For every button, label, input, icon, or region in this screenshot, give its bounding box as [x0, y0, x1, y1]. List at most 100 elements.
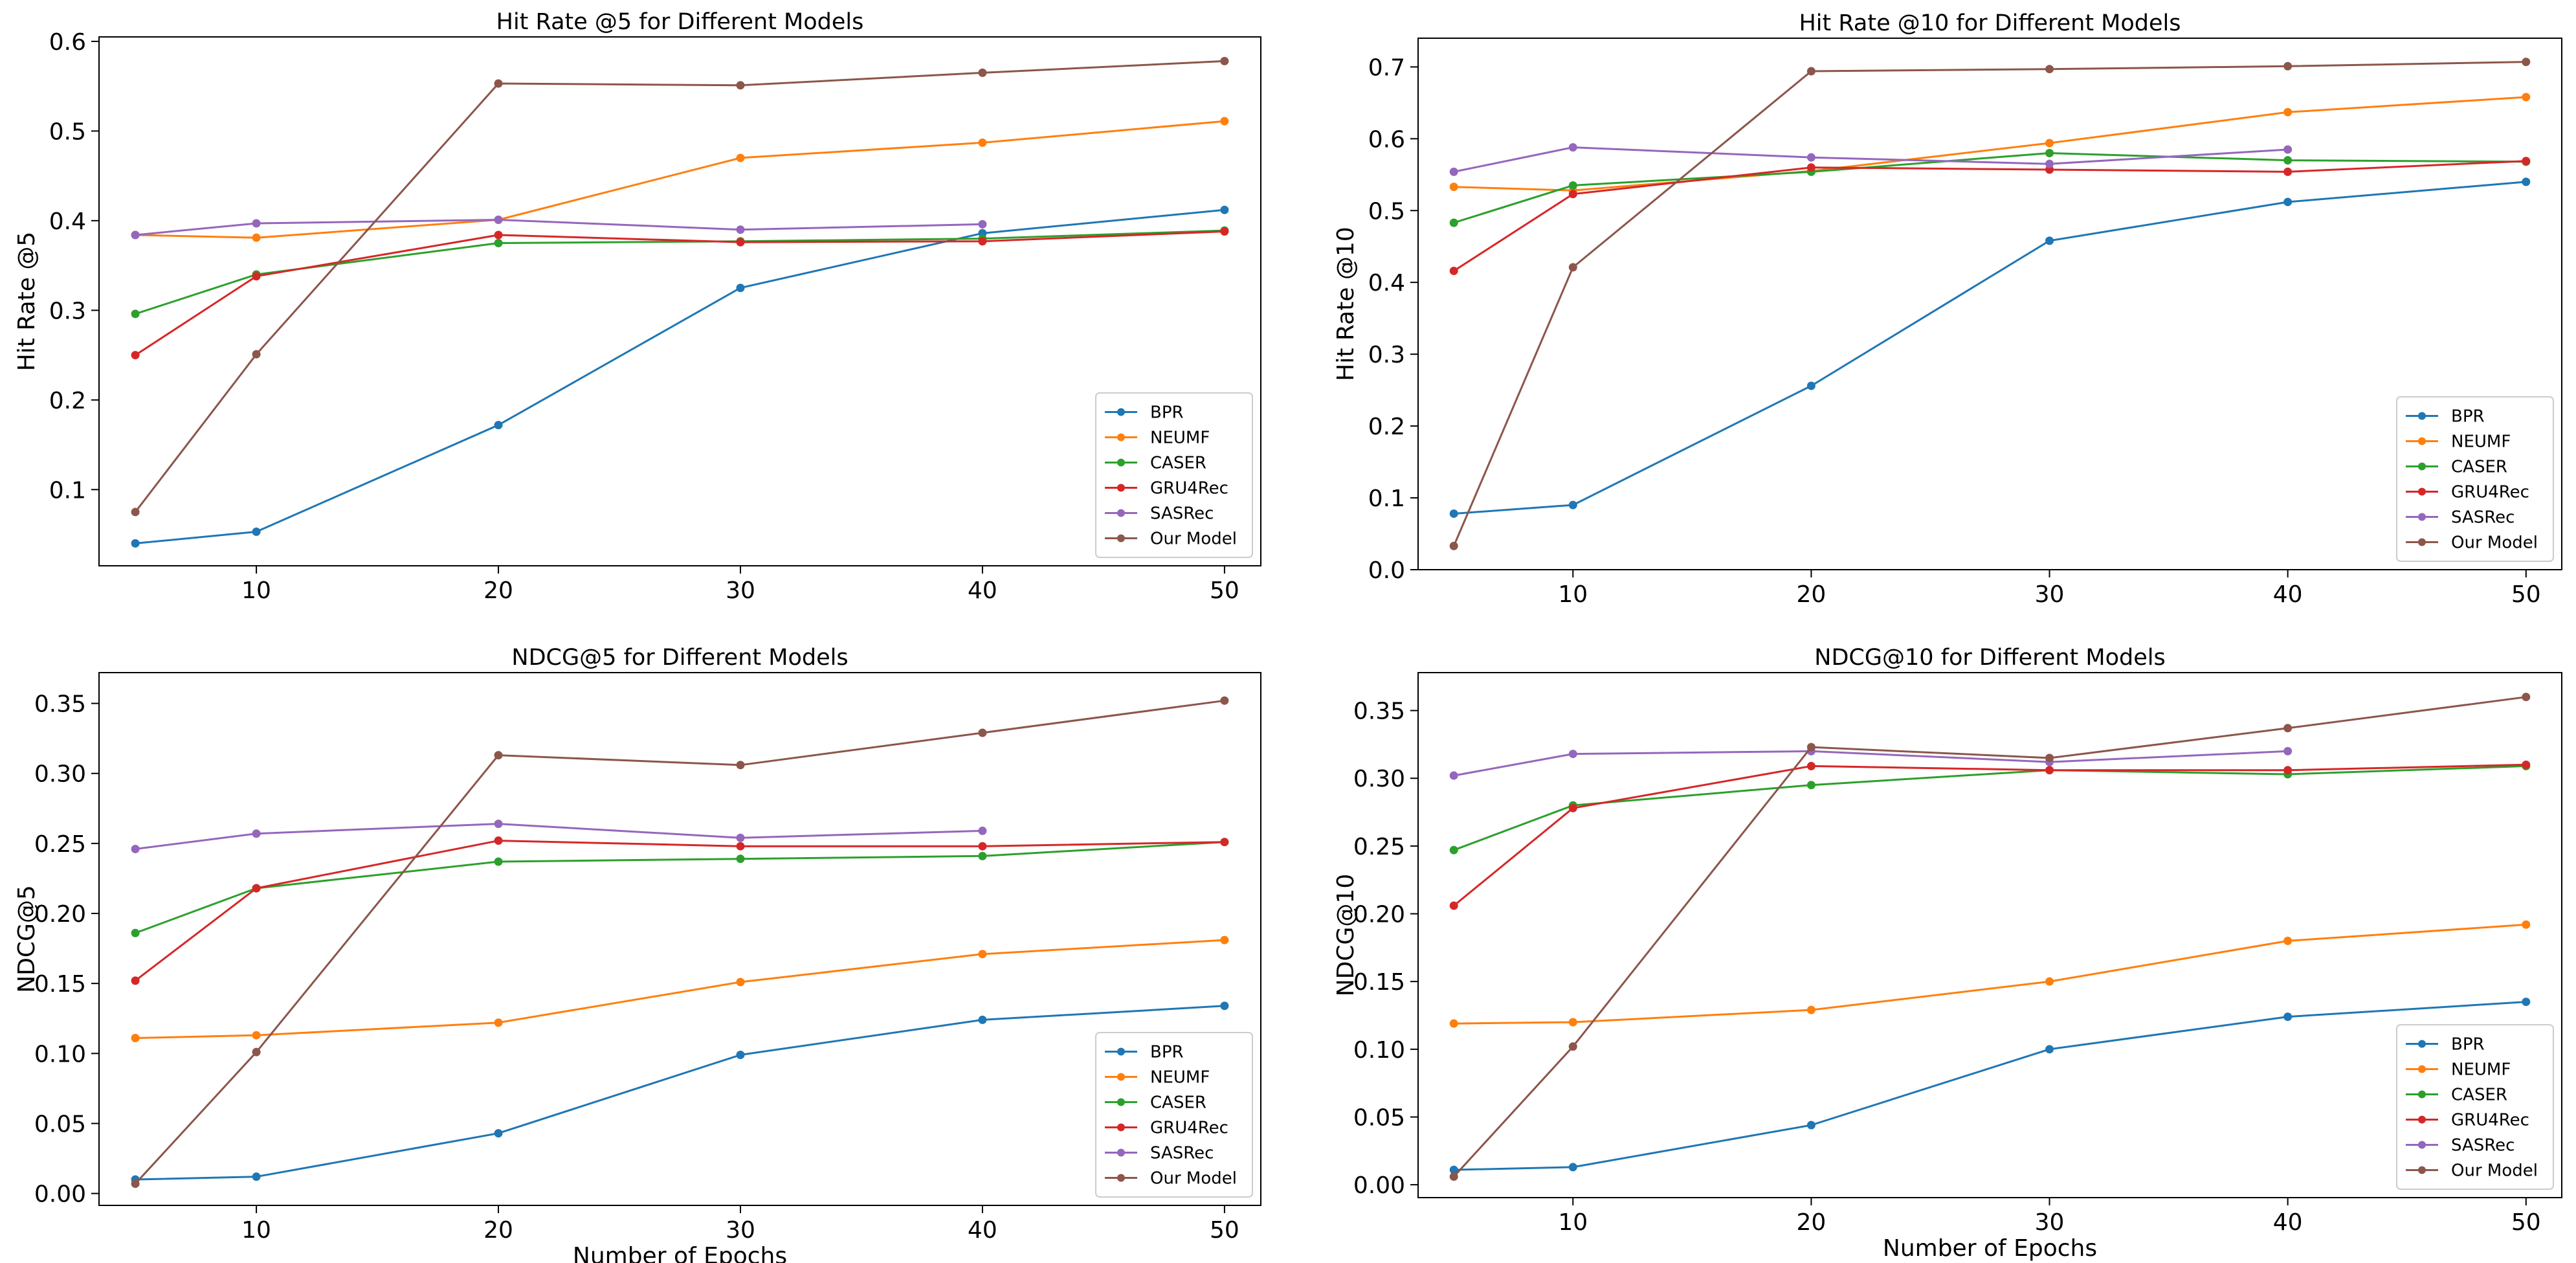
chart-2-series-gru4rec-point: [2283, 167, 2293, 176]
chart-4-series-sasrec-point: [1568, 750, 1577, 759]
chart-4-series-caser-point: [1449, 845, 1458, 855]
chart-4-legend-our-model-marker: [2418, 1166, 2426, 1174]
chart-4-legend-sasrec-label: SASRec: [2451, 1136, 2515, 1156]
chart-4-series-neumf-point: [2522, 920, 2531, 929]
chart-4-xtick-label: 40: [2273, 1209, 2303, 1236]
chart-4-legend-gru4rec-marker: [2418, 1115, 2426, 1124]
chart-4-series-gru4rec-point: [1806, 761, 1815, 770]
chart-3-series-gru4rec-line: [135, 840, 1225, 981]
chart-2-series-sasrec-point: [1449, 167, 1458, 176]
chart-2-series-our-model-line: [1452, 61, 2526, 546]
chart-3-ytick-label: 0.30: [34, 761, 86, 788]
chart-1-series-our-model-point: [494, 79, 503, 88]
chart-3-legend-gru4rec-label: GRU4Rec: [1150, 1119, 1228, 1138]
chart-2-series-neumf-point: [2522, 93, 2531, 102]
chart-4-series-bpr-point: [1806, 1121, 1815, 1130]
chart-3-legend-sasrec-marker: [1117, 1148, 1125, 1157]
chart-1-series-neumf-point: [978, 138, 987, 147]
chart-1-xtick-label: 50: [1210, 577, 1239, 604]
chart-1-series-gru4rec-point: [736, 238, 745, 247]
chart-3-legend-caser-marker: [1117, 1098, 1125, 1106]
chart-1-legend-neumf-label: NEUMF: [1150, 429, 1210, 448]
chart-2-series-our-model-point: [1806, 67, 1815, 76]
chart-2-series-caser-point: [2283, 156, 2293, 165]
chart-3-series-gru4rec-point: [978, 842, 987, 851]
chart-4-series-bpr-point: [2522, 998, 2531, 1007]
chart-2-ytick-label: 0.0: [1368, 557, 1405, 584]
chart-1-legend: BPR NEUMF CASER GRU4Rec SASRec Our Model: [1095, 392, 1253, 558]
chart-2-ytick-label: 0.7: [1368, 54, 1405, 81]
chart-3-ytick-label: 0.05: [34, 1111, 86, 1137]
chart-2-title: Hit Rate @10 for Different Models: [1799, 10, 2181, 36]
chart-1-xtick-label: 40: [968, 577, 997, 604]
chart-2-legend: BPR NEUMF CASER GRU4Rec SASRec Our Model: [2396, 396, 2554, 562]
chart-2-series-our-model-point: [1449, 541, 1458, 550]
chart-4-ytick-label: 0.25: [1353, 834, 1405, 860]
chart-4-title: NDCG@10 for Different Models: [1814, 645, 2165, 671]
chart-4-series-gru4rec-point: [1449, 901, 1458, 910]
chart-4-xlabel: Number of Epochs: [1883, 1235, 2097, 1262]
chart-3: 10 20 30 40 50 0.00 0.05 0.10 0.15 0.20 0.25 0.30 0.…: [14, 645, 1261, 1263]
chart-2-series-gru4rec-point: [2522, 157, 2531, 166]
chart-2-series-our-model-point: [2045, 65, 2054, 74]
chart-4-series-bpr-point: [1449, 1165, 1458, 1174]
chart-3-series-bpr-point: [978, 1015, 987, 1024]
chart-1-legend-bpr-marker: [1117, 408, 1125, 416]
chart-3-ytick-label: 0.10: [34, 1041, 86, 1067]
chart-3-series-bpr-point: [1220, 1001, 1229, 1011]
chart-3-series-neumf-point: [131, 1034, 140, 1043]
chart-3-series-caser-point: [131, 928, 140, 937]
chart-4-series-our-model-point: [2045, 754, 2054, 763]
chart-4-ytick-label: 0.35: [1353, 699, 1405, 725]
chart-3-series-caser-line: [135, 841, 1225, 934]
chart-2-xtick-label: 40: [2273, 581, 2303, 608]
chart-1-series-our-model-point: [252, 350, 261, 359]
chart-2-series-our-model-point: [2283, 61, 2293, 71]
chart-1-ytick-label: 0.3: [49, 298, 86, 324]
chart-2-series-sasrec-point: [1568, 143, 1577, 152]
chart-3-series-sasrec-point: [978, 826, 987, 835]
chart-2-legend-bpr-marker: [2418, 412, 2426, 420]
chart-2-legend-sasrec-label: SASRec: [2451, 508, 2515, 528]
chart-4-series-neumf-point: [1568, 1018, 1577, 1027]
chart-1-series-sasrec-point: [494, 215, 503, 224]
chart-4-legend-sasrec-marker: [2418, 1141, 2426, 1149]
chart-4-series-our-model-line: [1453, 696, 2526, 1178]
chart-2-series-gru4rec-point: [1449, 266, 1458, 275]
chart-3-xlabel: Number of Epochs: [573, 1243, 787, 1263]
chart-4-series-sasrec-point: [1449, 771, 1458, 780]
chart-3-ytick-label: 0.00: [34, 1181, 86, 1208]
chart-1-axes-frame: [98, 36, 1261, 566]
chart-4-legend-caser-marker: [2418, 1090, 2426, 1099]
chart-1-series-sasrec-point: [131, 230, 140, 240]
chart-1-series-bpr-point: [1220, 205, 1229, 214]
chart-1-ylabel: Hit Rate @5: [14, 232, 40, 372]
chart-3-legend-bpr-label: BPR: [1150, 1043, 1184, 1062]
chart-4-series-gru4rec-point: [2522, 760, 2531, 769]
chart-4-legend-bpr-label: BPR: [2451, 1035, 2485, 1055]
chart-3-series-bpr-point: [494, 1129, 503, 1138]
chart-2-series-gru4rec-line: [1453, 160, 2526, 272]
chart-3-series-bpr-point: [736, 1050, 745, 1059]
chart-1-ytick-label: 0.2: [49, 388, 86, 414]
chart-3-series-caser-point: [978, 851, 987, 860]
chart-3-series-sasrec-point: [494, 820, 503, 829]
chart-1-series-bpr-point: [131, 539, 140, 548]
chart-2-legend-our-model-marker: [2418, 538, 2426, 546]
chart-2-series-neumf-point: [2283, 107, 2293, 117]
chart-3-series-gru4rec-point: [252, 884, 261, 893]
chart-1-xtick-label: 20: [483, 577, 513, 604]
chart-3-series-neumf-point: [978, 950, 987, 959]
chart-2-series-our-model-point: [1568, 263, 1577, 272]
chart-2-legend-our-model-label: Our Model: [2451, 533, 2538, 553]
chart-1-xtick-label: 10: [241, 577, 271, 604]
chart-3-series-our-model-point: [252, 1047, 261, 1056]
chart-1-series-our-model-point: [131, 508, 140, 517]
chart-2-series-gru4rec-point: [1806, 163, 1815, 172]
chart-4-legend: BPR NEUMF CASER GRU4Rec SASRec Our Model: [2396, 1024, 2554, 1190]
chart-4-ytick-label: 0.30: [1353, 766, 1405, 792]
chart-4-ytick-label: 0.15: [1353, 969, 1405, 996]
chart-3-xtick-label: 20: [483, 1217, 513, 1244]
chart-2-legend-caser-marker: [2418, 462, 2426, 471]
